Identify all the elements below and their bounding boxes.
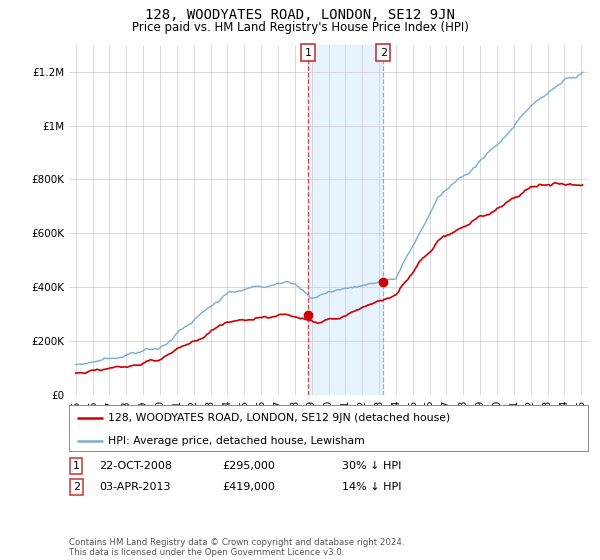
Text: 22-OCT-2008: 22-OCT-2008: [99, 461, 172, 471]
Text: 30% ↓ HPI: 30% ↓ HPI: [342, 461, 401, 471]
Text: Price paid vs. HM Land Registry's House Price Index (HPI): Price paid vs. HM Land Registry's House …: [131, 21, 469, 34]
Text: 128, WOODYATES ROAD, LONDON, SE12 9JN (detached house): 128, WOODYATES ROAD, LONDON, SE12 9JN (d…: [108, 413, 450, 423]
Text: 2: 2: [380, 48, 387, 58]
Text: 1: 1: [305, 48, 311, 58]
Text: £295,000: £295,000: [222, 461, 275, 471]
Text: 128, WOODYATES ROAD, LONDON, SE12 9JN: 128, WOODYATES ROAD, LONDON, SE12 9JN: [145, 8, 455, 22]
Text: 03-APR-2013: 03-APR-2013: [99, 482, 170, 492]
Text: 1: 1: [73, 461, 80, 471]
Text: £419,000: £419,000: [222, 482, 275, 492]
Text: 2: 2: [73, 482, 80, 492]
Bar: [308, 45, 383, 395]
Text: 14% ↓ HPI: 14% ↓ HPI: [342, 482, 401, 492]
Text: HPI: Average price, detached house, Lewisham: HPI: Average price, detached house, Lewi…: [108, 436, 365, 446]
Text: Contains HM Land Registry data © Crown copyright and database right 2024.
This d: Contains HM Land Registry data © Crown c…: [69, 538, 404, 557]
